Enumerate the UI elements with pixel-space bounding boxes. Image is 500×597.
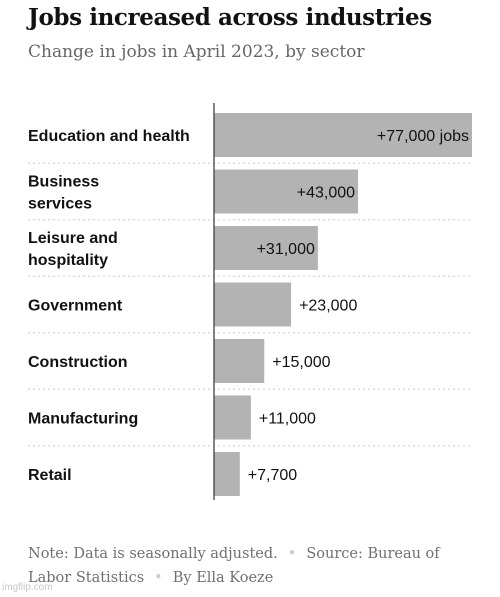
value-label: +23,000 <box>299 298 357 315</box>
footer-note: Note: Data is seasonally adjusted. <box>28 546 278 562</box>
bar <box>214 169 359 214</box>
category-label: Education and health <box>28 128 190 145</box>
category-label: services <box>28 196 92 213</box>
value-label: +31,000 <box>257 241 315 258</box>
bar <box>214 395 251 440</box>
category-label: hospitality <box>28 252 108 269</box>
footer-byline: By Ella Koeze <box>172 570 274 586</box>
value-label: +43,000 <box>297 185 355 202</box>
watermark: imgflip.com <box>2 582 53 593</box>
bar <box>214 282 292 327</box>
bar <box>214 113 472 157</box>
footer-separator: • <box>287 546 297 562</box>
chart-footer: Note: Data is seasonally adjusted. • Sourc… <box>28 542 478 590</box>
bar <box>214 339 265 383</box>
chart-subtitle: Change in jobs in April 2023, by sector <box>28 42 365 62</box>
value-label: +7,700 <box>248 467 297 484</box>
bar <box>214 226 318 270</box>
category-label: Government <box>28 298 123 315</box>
footer-separator: • <box>154 570 163 586</box>
value-label: +15,000 <box>272 354 330 371</box>
value-label: +77,000 jobs <box>377 128 469 145</box>
category-label: Manufacturing <box>28 411 138 428</box>
footer-source: Source: Bureau of Labor Statistics <box>28 546 440 586</box>
category-label: Construction <box>28 354 128 371</box>
category-label: Business <box>28 174 99 191</box>
value-label: +11,000 <box>259 411 316 428</box>
chart-title: Jobs increased across industries <box>28 4 432 31</box>
bar <box>214 452 240 496</box>
category-label: Retail <box>28 467 72 484</box>
bar-chart: Education and health +77,000 jobs Business… <box>28 103 472 500</box>
category-label: Leisure and <box>28 230 118 247</box>
